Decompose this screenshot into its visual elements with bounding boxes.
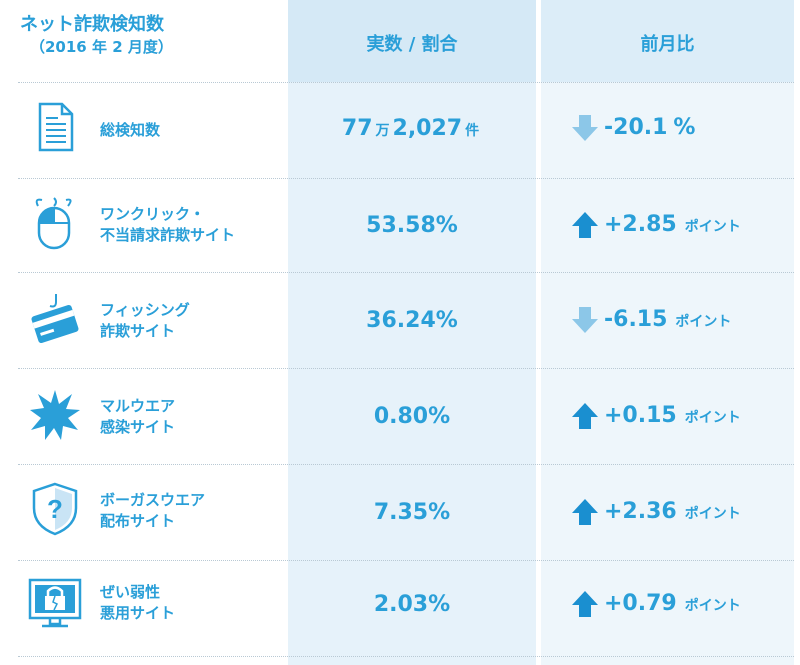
table-row: マルウエア 感染サイト 0.80% +0.15 ポイント <box>0 368 800 464</box>
table-row: 総検知数 77 万 2,027 件 -20.1% <box>0 82 800 178</box>
arrow-up-icon <box>572 212 598 238</box>
row-change: -6.15 ポイント <box>570 305 794 335</box>
row-value: 0.80% <box>373 404 451 429</box>
row-label: 総検知数 <box>100 121 161 139</box>
burst-icon <box>30 390 80 440</box>
row-label: マルウエア 感染サイト <box>100 397 176 436</box>
broken-lock-monitor-icon <box>28 578 82 628</box>
change-column-bg <box>541 0 794 665</box>
arrow-up-icon <box>572 499 598 525</box>
table-title: ネット詐欺検知数 （2016 年 2 月度） <box>20 14 173 58</box>
row-label: フィッシング 詐欺サイト <box>100 301 190 340</box>
table-bottom-rule <box>18 656 794 657</box>
table-row: ? ボーガスウエア 配布サイト 7.35% +2.36 ポイント <box>0 464 800 560</box>
table-row: ぜい弱性 悪用サイト 2.03% +0.79 ポイント <box>0 560 800 656</box>
row-change: +2.36 ポイント <box>570 497 794 527</box>
arrow-up-icon <box>572 591 598 617</box>
row-label: ワンクリック・ 不当請求詐欺サイト <box>100 205 236 244</box>
mouse-icon <box>35 197 72 250</box>
arrow-down-icon <box>572 307 598 333</box>
row-value: 53.58% <box>366 213 458 238</box>
row-value: 77 万 2,027 件 <box>341 116 480 141</box>
row-change: +0.15 ポイント <box>570 401 794 431</box>
credit-card-hook-icon <box>31 294 79 344</box>
table-row: ワンクリック・ 不当請求詐欺サイト 53.58% +2.85 ポイント <box>0 178 800 272</box>
row-value: 7.35% <box>373 500 451 525</box>
row-value: 36.24% <box>366 308 458 333</box>
svg-text:?: ? <box>47 494 63 524</box>
column-header-value: 実数 / 割合 <box>366 34 458 55</box>
row-label: ぜい弱性 悪用サイト <box>100 583 176 622</box>
shield-question-icon: ? <box>32 482 78 536</box>
title-text: ネット詐欺検知数 <box>20 14 164 35</box>
document-icon <box>38 102 74 152</box>
row-change: +0.79 ポイント <box>570 589 794 619</box>
column-header-change: 前月比 <box>640 34 695 55</box>
value-column-bg <box>288 0 536 665</box>
arrow-up-icon <box>572 403 598 429</box>
row-change: -20.1% <box>570 113 794 143</box>
table-header: ネット詐欺検知数 （2016 年 2 月度） 実数 / 割合 前月比 <box>0 0 800 82</box>
table-row: フィッシング 詐欺サイト 36.24% -6.15 ポイント <box>0 272 800 368</box>
title-subtitle: （2016 年 2 月度） <box>30 38 173 56</box>
row-change: +2.85 ポイント <box>570 210 794 240</box>
row-value: 2.03% <box>373 592 451 617</box>
row-label: ボーガスウエア 配布サイト <box>100 491 206 530</box>
arrow-down-icon <box>572 115 598 141</box>
